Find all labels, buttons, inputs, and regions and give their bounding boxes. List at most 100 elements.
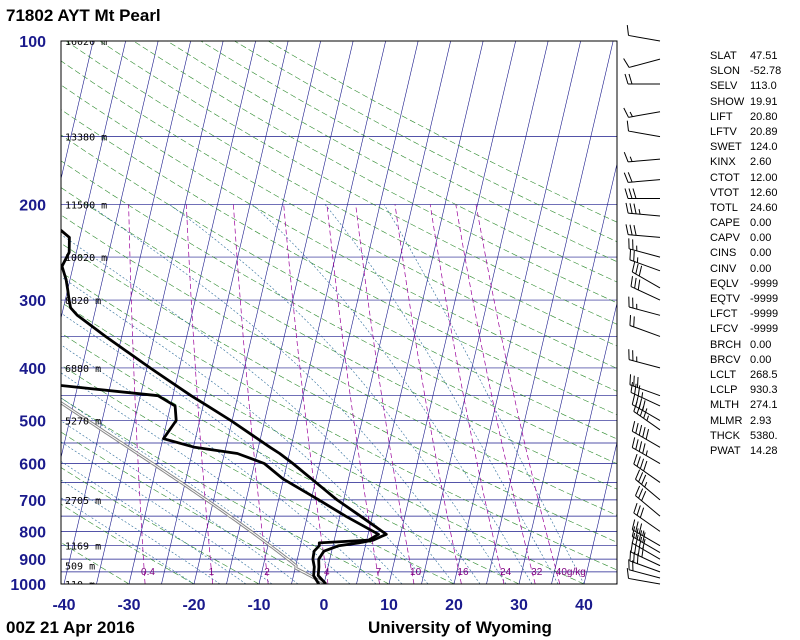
wind-barb-feather (631, 526, 636, 537)
wind-barb (631, 394, 661, 421)
dry-adiabat (61, 431, 325, 584)
wind-barb (623, 107, 661, 118)
height-label: 6880 m (65, 364, 101, 375)
index-value: 24.60 (750, 201, 778, 214)
wind-barb-feather (633, 203, 637, 214)
dry-adiabat (61, 301, 585, 584)
index-name: EQLV (710, 277, 739, 290)
dry-adiabat (167, 41, 617, 283)
wind-barb-feather (637, 279, 641, 291)
parcel-curve-outer (61, 400, 327, 584)
wind-barb (635, 469, 661, 501)
wind-barb-staff (630, 391, 661, 407)
index-row: MLTH 274.1 (710, 398, 796, 413)
profiles (61, 228, 388, 584)
dry-adiabat (61, 84, 617, 392)
wind-barb (635, 485, 661, 517)
pressure-tick-label: 500 (19, 414, 46, 431)
dry-adiabat (61, 60, 617, 369)
wind-barb-feather (633, 453, 638, 465)
wind-barb-feather (635, 485, 641, 496)
wind-barb (625, 224, 661, 238)
wind-barb-feather (643, 460, 648, 472)
wind-barb-feather (631, 437, 636, 448)
wind-barb-feather (623, 151, 629, 163)
mixing-ratio-label: 0.4 (141, 567, 155, 578)
index-value: 124.0 (750, 141, 778, 154)
index-name: SELV (710, 80, 738, 93)
wind-barb (628, 349, 661, 369)
index-value: 0.00 (750, 353, 772, 366)
pressure-tick-label: 100 (19, 34, 46, 51)
wind-barb-feather (633, 250, 635, 262)
wind-barb-half-feather (642, 530, 645, 536)
index-row: LCLP 930.3 (710, 383, 796, 398)
index-value: 20.89 (750, 125, 778, 138)
isobars (61, 41, 617, 584)
wind-barb (628, 296, 661, 316)
wind-barb-feather (628, 188, 633, 199)
index-name: KINX (710, 156, 736, 169)
index-value: 0.00 (750, 247, 772, 260)
index-row: BRCV 0.00 (710, 353, 796, 368)
height-label: 16020 m (65, 37, 107, 48)
wind-barb-staff (628, 212, 661, 217)
wind-barb-feather (634, 383, 637, 395)
index-row: SHOW 19.91 (710, 95, 796, 110)
moist-adiabat (61, 479, 221, 584)
mixing-ratio-line (185, 204, 214, 584)
wind-barb-feather (631, 532, 636, 544)
index-name: SLAT (710, 50, 737, 62)
wind-barb-feather (629, 550, 632, 561)
pressure-tick-label: 900 (19, 552, 46, 569)
wind-barb-feather (632, 188, 637, 199)
moist-adiabat (61, 276, 429, 584)
wind-barb-feather (633, 316, 635, 327)
wind-barb-feather (639, 507, 645, 518)
index-value: 19.91 (750, 95, 778, 108)
temperature-axis: -40 -30 -20 -10 0 10 20 30 40 (52, 597, 593, 614)
mixing-ratio-line (394, 204, 462, 584)
isotherm-line (258, 41, 386, 584)
dry-adiabat (133, 41, 617, 304)
wind-barb-staff (633, 463, 661, 483)
wind-barb-staff (628, 34, 661, 42)
wind-barb-feather (638, 265, 643, 277)
dewpoint-profile (61, 384, 380, 584)
temperature-tick-label: 20 (445, 597, 463, 614)
index-name: MLMR (710, 414, 743, 427)
parcel-path (61, 400, 327, 584)
index-row: SLON -52.78 (710, 64, 796, 79)
wind-barb-half-feather (629, 156, 633, 162)
wind-barb (629, 249, 661, 272)
moist-adiabat (324, 204, 559, 584)
wind-barb (624, 188, 660, 199)
index-value: 5380. (750, 429, 778, 442)
mixing-ratio-lines (128, 204, 561, 584)
dry-adiabat (61, 109, 617, 416)
wind-barb-staff (628, 359, 661, 369)
index-value: -9999 (750, 308, 779, 321)
index-value: 14.28 (750, 444, 778, 457)
moist-adiabat (252, 204, 533, 584)
wind-barb (631, 532, 661, 560)
index-value: 0.00 (750, 262, 772, 275)
index-value: 930.3 (750, 384, 778, 397)
wind-barb-feather (636, 505, 641, 516)
isotherm-line (61, 41, 94, 181)
wind-barb-feather (642, 443, 646, 454)
isotherms (61, 41, 617, 584)
temperature-tick-label: 30 (510, 597, 528, 614)
dry-adiabat (200, 41, 617, 263)
moist-adiabat (61, 344, 377, 584)
wind-barb-feather (627, 172, 633, 183)
wind-barb-feather (624, 73, 629, 85)
wind-barb (629, 374, 661, 397)
wind-barb-feather (635, 528, 639, 539)
moist-adiabats (61, 204, 585, 584)
dry-adiabat (61, 242, 617, 543)
temperature-tick-label: -30 (117, 597, 140, 614)
isotherm-line (96, 41, 224, 584)
wind-barb-feather (635, 521, 639, 532)
wind-barb (631, 519, 661, 547)
